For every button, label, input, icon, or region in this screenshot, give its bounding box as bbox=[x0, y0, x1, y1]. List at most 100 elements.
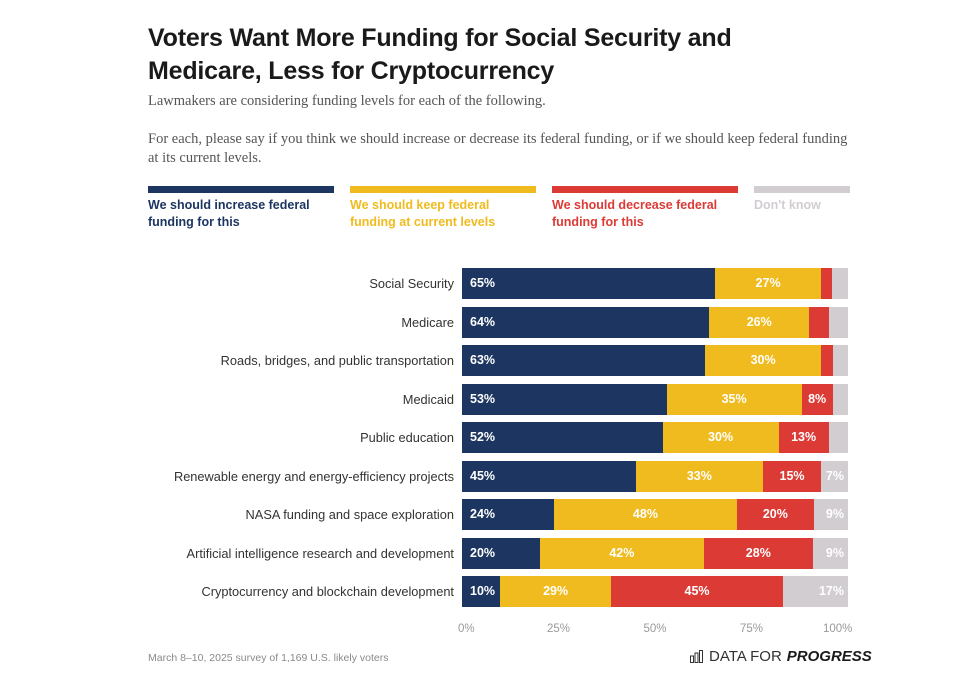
bar-segment-decrease bbox=[703, 537, 813, 569]
category-label: Cryptocurrency and blockchain developmen… bbox=[201, 584, 454, 599]
bar-segment-dont_know bbox=[813, 499, 848, 530]
bar-segment-dont_know bbox=[820, 460, 848, 492]
bar-segment-increase bbox=[462, 422, 663, 453]
bar-segment-increase bbox=[462, 268, 716, 299]
legend: We should increase federal funding for t… bbox=[148, 186, 850, 236]
data-label-increase: 10% bbox=[470, 584, 496, 598]
legend-item-increase: We should increase federal funding for t… bbox=[148, 186, 334, 231]
data-label-decrease: 20% bbox=[762, 507, 788, 521]
data-label-decrease: 45% bbox=[684, 584, 710, 598]
bar-chart-logo-icon bbox=[690, 650, 703, 663]
data-label-keep: 29% bbox=[543, 584, 569, 598]
bar-segment-decrease bbox=[820, 268, 833, 299]
category-label: Artificial intelligence research and dev… bbox=[186, 545, 454, 561]
bar-segment-increase bbox=[462, 383, 667, 415]
data-label-keep: 30% bbox=[708, 430, 734, 444]
x-tick-label: 100% bbox=[822, 623, 853, 635]
data-label-increase: 64% bbox=[470, 314, 496, 329]
legend-item-decrease: We should decrease federal funding for t… bbox=[552, 186, 738, 231]
data-label-keep: 35% bbox=[721, 391, 747, 406]
bar-segment-keep bbox=[635, 460, 764, 492]
data-label-decrease: 28% bbox=[745, 545, 771, 560]
legend-item-dont_know: Don't know bbox=[754, 186, 850, 214]
chart-title: Voters Want More Funding for Social Secu… bbox=[148, 24, 732, 85]
data-label-dont_know: 7% bbox=[825, 468, 844, 483]
bar-segment-keep bbox=[715, 268, 821, 299]
legend-label-keep: We should keep federal funding at curren… bbox=[350, 198, 496, 229]
data-label-keep: 30% bbox=[750, 353, 776, 367]
chart-subtitle: Lawmakers are considering funding levels… bbox=[148, 92, 848, 187]
bar-segment-decrease bbox=[801, 383, 833, 415]
legend-label-dont_know: Don't know bbox=[754, 198, 821, 212]
bar-segment-increase bbox=[462, 499, 554, 530]
data-label-keep: 26% bbox=[746, 314, 772, 329]
legend-item-keep: We should keep federal funding at curren… bbox=[350, 186, 536, 231]
category-label: NASA funding and space exploration bbox=[245, 507, 454, 522]
bar-segment-increase bbox=[462, 306, 710, 338]
category-label: Social Security bbox=[369, 276, 454, 291]
data-label-keep: 27% bbox=[755, 276, 781, 290]
legend-label-decrease: We should decrease federal funding for t… bbox=[552, 198, 718, 229]
data-label-increase: 52% bbox=[470, 430, 496, 444]
bar-segment-decrease bbox=[763, 460, 821, 492]
logo-text-bold: PROGRESS bbox=[786, 648, 872, 665]
bar-segment-dont_know bbox=[812, 537, 848, 569]
bar-segment-decrease bbox=[737, 499, 814, 530]
data-label-decrease: 8% bbox=[808, 391, 827, 406]
data-label-dont_know: 9% bbox=[825, 545, 844, 560]
category-label: Renewable energy and energy-efficiency p… bbox=[173, 468, 454, 484]
bar-segment-dont_know bbox=[828, 306, 848, 338]
bar-segment-increase bbox=[462, 537, 540, 569]
data-for-progress-logo: DATA FOR PROGRESS bbox=[690, 648, 872, 665]
bar-segment-increase bbox=[462, 576, 501, 607]
x-tick-label: 75% bbox=[739, 623, 764, 635]
subtitle-line-1: Lawmakers are considering funding levels… bbox=[148, 93, 546, 109]
legend-swatch-dont_know bbox=[754, 186, 850, 193]
bar-segment-increase bbox=[462, 460, 636, 492]
bar-segment-decrease bbox=[809, 306, 829, 338]
bar-segment-keep bbox=[709, 306, 810, 338]
data-label-keep: 48% bbox=[632, 507, 658, 521]
data-label-decrease: 13% bbox=[791, 430, 817, 444]
category-label: Roads, bridges, and public transportatio… bbox=[220, 353, 454, 368]
bar-segment-dont_know bbox=[832, 383, 848, 415]
bar-segment-decrease bbox=[820, 345, 833, 376]
bar-segment-keep bbox=[500, 576, 612, 607]
data-label-increase: 45% bbox=[470, 468, 496, 483]
data-label-decrease: 15% bbox=[779, 468, 805, 483]
x-tick-label: 0% bbox=[458, 623, 475, 635]
bar-segment-increase bbox=[462, 345, 706, 376]
bar-segment-keep bbox=[539, 537, 704, 569]
bar-segment-decrease bbox=[778, 422, 829, 453]
x-tick-label: 25% bbox=[546, 623, 571, 635]
data-label-dont_know: 17% bbox=[818, 584, 844, 598]
bar-segment-keep bbox=[662, 422, 779, 453]
x-tick-label: 50% bbox=[643, 623, 667, 635]
bar-segment-keep bbox=[705, 345, 821, 376]
bar-segment-dont_know bbox=[828, 422, 848, 453]
data-label-keep: 33% bbox=[686, 468, 712, 483]
data-label-increase: 20% bbox=[470, 545, 496, 560]
bar-segment-dont_know bbox=[783, 576, 848, 607]
bar-segment-keep bbox=[553, 499, 738, 530]
bar-segment-dont_know bbox=[832, 268, 848, 299]
bar-segment-dont_know bbox=[832, 345, 848, 376]
category-label: Public education bbox=[360, 430, 454, 445]
legend-swatch-increase bbox=[148, 186, 334, 193]
logo-text-regular: DATA FOR bbox=[709, 648, 782, 665]
legend-label-increase: We should increase federal funding for t… bbox=[148, 198, 310, 229]
survey-note: March 8–10, 2025 survey of 1,169 U.S. li… bbox=[148, 652, 389, 664]
bar-segment-decrease bbox=[611, 576, 784, 607]
category-label: Medicaid bbox=[402, 391, 454, 407]
subtitle-line-2: For each, please say if you think we sho… bbox=[148, 131, 848, 166]
data-label-keep: 42% bbox=[609, 545, 635, 560]
legend-swatch-decrease bbox=[552, 186, 738, 193]
data-label-increase: 53% bbox=[470, 391, 496, 406]
data-label-increase: 63% bbox=[470, 353, 496, 367]
bar-segment-keep bbox=[666, 383, 802, 415]
legend-swatch-keep bbox=[350, 186, 536, 193]
data-label-increase: 24% bbox=[470, 507, 496, 521]
data-label-dont_know: 9% bbox=[825, 507, 844, 521]
data-label-increase: 65% bbox=[470, 276, 496, 290]
category-label: Medicare bbox=[401, 314, 454, 330]
